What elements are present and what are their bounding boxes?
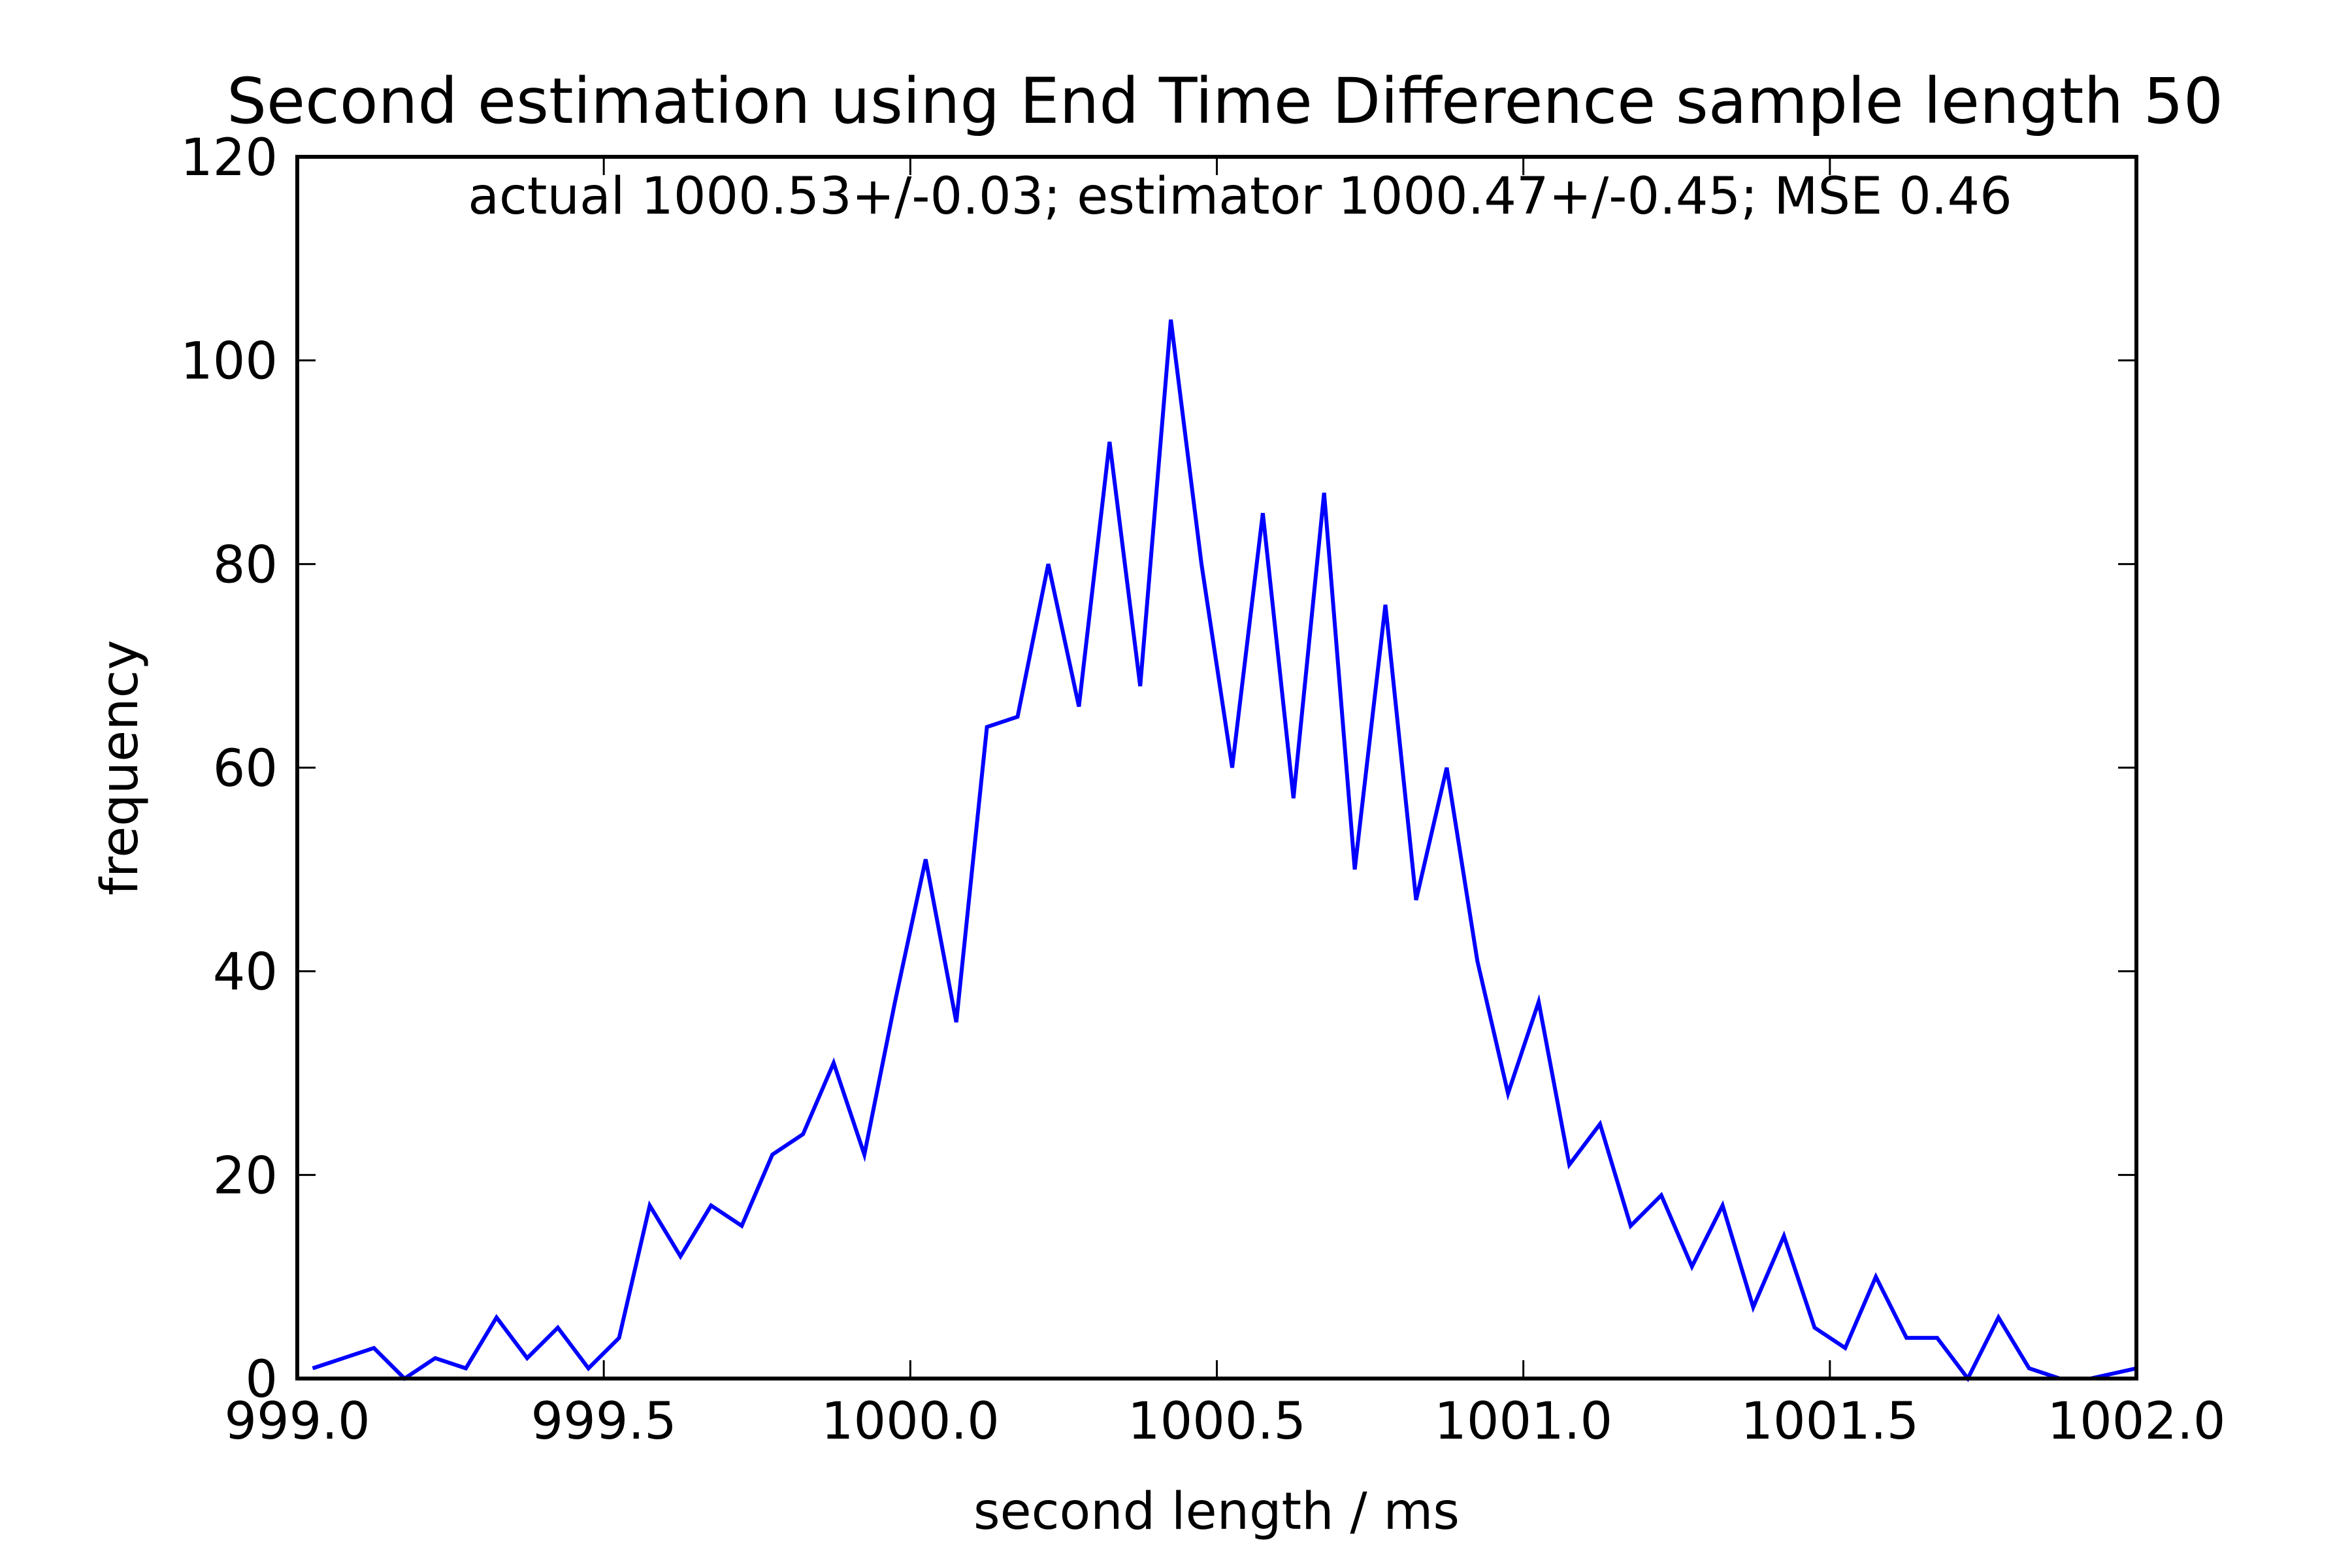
x-tick-label: 1001.0 xyxy=(1434,1392,1612,1451)
y-tick-label: 40 xyxy=(213,943,278,1002)
x-tick-label: 1001.5 xyxy=(1740,1392,1919,1451)
stats-annotation: actual 1000.53+/-0.03; estimator 1000.47… xyxy=(468,167,2012,226)
y-tick-label: 60 xyxy=(213,740,278,798)
y-tick-label: 120 xyxy=(180,129,278,188)
series-line xyxy=(312,319,2137,1382)
x-tick-label: 1000.5 xyxy=(1128,1392,1306,1451)
y-tick-label: 20 xyxy=(213,1147,278,1205)
x-tick-label: 999.5 xyxy=(531,1392,677,1451)
x-tick-label: 1002.0 xyxy=(2048,1392,2226,1451)
x-tick-label: 999.0 xyxy=(224,1392,370,1451)
y-axis-label: frequency xyxy=(91,640,150,895)
plot-frame xyxy=(295,155,2138,1380)
tick-labels: 999.0 999.5 1000.0 1000.5 1001.0 1001.5 1002.0… xyxy=(180,129,2225,1451)
x-axis-label: second length / ms xyxy=(973,1482,1460,1541)
y-tick-label: 100 xyxy=(180,333,278,391)
chart-title: Second estimation using End Time Differe… xyxy=(227,65,2223,138)
x-tick-label: 1000.0 xyxy=(821,1392,1000,1451)
y-tick-label: 80 xyxy=(213,536,278,595)
y-tick-label: 0 xyxy=(245,1350,278,1409)
